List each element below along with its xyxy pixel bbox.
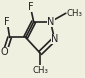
Text: O: O [1,47,9,57]
Text: CH₃: CH₃ [67,9,83,18]
Text: N: N [47,17,54,27]
Text: F: F [4,17,10,27]
Text: N: N [51,34,58,44]
Text: F: F [28,2,33,12]
Text: CH₃: CH₃ [32,66,48,75]
